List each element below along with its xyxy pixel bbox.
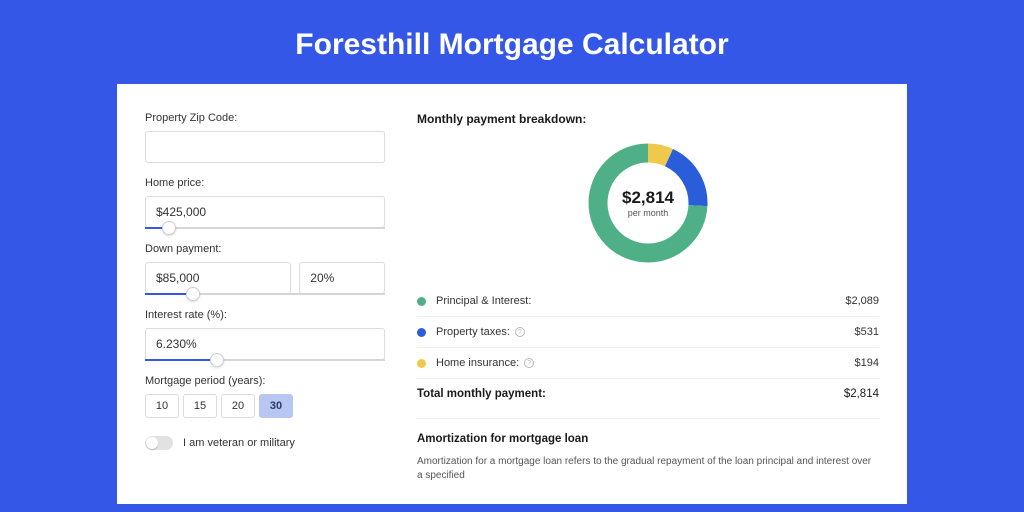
- legend-value-insurance: $194: [855, 357, 879, 369]
- veteran-toggle[interactable]: [145, 436, 173, 450]
- veteran-label: I am veteran or military: [183, 437, 295, 449]
- down-payment-label: Down payment:: [145, 243, 385, 255]
- slider-thumb[interactable]: [162, 221, 176, 235]
- donut-chart: $2,814 per month: [583, 138, 713, 268]
- slider-thumb[interactable]: [210, 353, 224, 367]
- period-btn-15[interactable]: 15: [183, 394, 217, 418]
- legend-dot-principal: [417, 297, 426, 306]
- legend-total-value: $2,814: [844, 388, 879, 400]
- amortization-heading: Amortization for mortgage loan: [417, 433, 879, 445]
- legend-label-taxes-text: Property taxes:: [436, 326, 510, 338]
- info-icon[interactable]: ?: [515, 327, 525, 337]
- interest-rate-field-group: Interest rate (%):: [145, 309, 385, 361]
- legend-row-principal: Principal & Interest: $2,089: [417, 286, 879, 317]
- interest-rate-slider[interactable]: [145, 359, 385, 361]
- zip-field-group: Property Zip Code:: [145, 112, 385, 163]
- zip-label: Property Zip Code:: [145, 112, 385, 124]
- legend-row-insurance: Home insurance: ? $194: [417, 348, 879, 379]
- home-price-label: Home price:: [145, 177, 385, 189]
- down-payment-amount-input[interactable]: [145, 262, 291, 294]
- down-payment-percent-input[interactable]: [299, 262, 385, 294]
- page-title: Foresthill Mortgage Calculator: [0, 0, 1024, 84]
- interest-rate-label: Interest rate (%):: [145, 309, 385, 321]
- down-payment-field-group: Down payment:: [145, 243, 385, 295]
- info-icon[interactable]: ?: [524, 358, 534, 368]
- down-payment-slider[interactable]: [145, 293, 385, 295]
- amortization-text: Amortization for a mortgage loan refers …: [417, 455, 879, 483]
- legend-total-label: Total monthly payment:: [417, 388, 844, 400]
- interest-rate-input[interactable]: [145, 328, 385, 360]
- legend-dot-insurance: [417, 359, 426, 368]
- legend-value-principal: $2,089: [845, 295, 879, 307]
- form-panel: Property Zip Code: Home price: Down paym…: [145, 112, 385, 504]
- legend-total-row: Total monthly payment: $2,814: [417, 379, 879, 418]
- legend-label-insurance: Home insurance: ?: [436, 357, 855, 369]
- donut-center: $2,814 per month: [583, 138, 713, 268]
- period-button-group: 10 15 20 30: [145, 394, 385, 418]
- period-btn-30[interactable]: 30: [259, 394, 293, 418]
- legend-label-principal: Principal & Interest:: [436, 295, 845, 307]
- breakdown-heading: Monthly payment breakdown:: [417, 112, 879, 126]
- home-price-field-group: Home price:: [145, 177, 385, 229]
- home-price-slider[interactable]: [145, 227, 385, 229]
- period-btn-20[interactable]: 20: [221, 394, 255, 418]
- donut-sub: per month: [628, 208, 669, 218]
- breakdown-panel: Monthly payment breakdown: $2,814 per mo…: [417, 112, 879, 504]
- zip-input[interactable]: [145, 131, 385, 163]
- veteran-toggle-row: I am veteran or military: [145, 436, 385, 450]
- slider-thumb[interactable]: [186, 287, 200, 301]
- donut-amount: $2,814: [622, 188, 674, 208]
- period-btn-10[interactable]: 10: [145, 394, 179, 418]
- toggle-knob: [146, 437, 158, 449]
- calculator-card: Property Zip Code: Home price: Down paym…: [117, 84, 907, 504]
- legend-label-taxes: Property taxes: ?: [436, 326, 855, 338]
- legend-label-insurance-text: Home insurance:: [436, 357, 519, 369]
- legend-dot-taxes: [417, 328, 426, 337]
- legend-row-taxes: Property taxes: ? $531: [417, 317, 879, 348]
- divider: [417, 418, 879, 419]
- home-price-input[interactable]: [145, 196, 385, 228]
- legend-value-taxes: $531: [855, 326, 879, 338]
- period-label: Mortgage period (years):: [145, 375, 385, 387]
- period-field-group: Mortgage period (years): 10 15 20 30: [145, 375, 385, 418]
- donut-chart-wrap: $2,814 per month: [417, 138, 879, 268]
